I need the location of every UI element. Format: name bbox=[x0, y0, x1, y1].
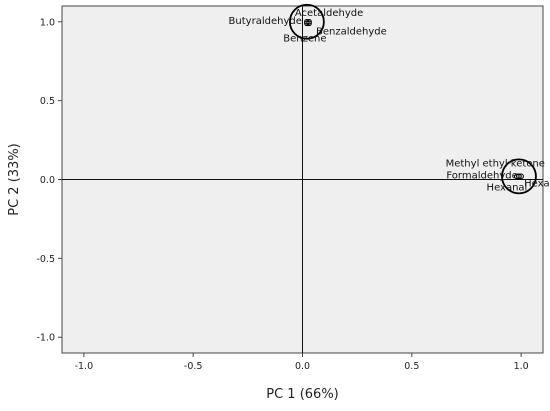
y-tick-label: -0.5 bbox=[36, 254, 55, 265]
x-tick-label: 0.5 bbox=[404, 361, 419, 372]
cluster-circle bbox=[501, 158, 537, 195]
data-points bbox=[304, 18, 524, 180]
point-label: Benzaldehyde bbox=[316, 26, 387, 37]
point-label: Butyraldehyde bbox=[229, 16, 302, 27]
point-label: Benzene bbox=[283, 33, 326, 44]
y-tick-label: 0.5 bbox=[40, 96, 55, 107]
point-label: Hexanal bbox=[487, 182, 528, 193]
data-point bbox=[518, 173, 524, 180]
data-point bbox=[516, 173, 522, 180]
x-tick-label: 0.0 bbox=[295, 361, 310, 372]
data-point bbox=[304, 20, 310, 27]
point-label: Hexane bbox=[524, 178, 550, 189]
x-axis-ticks: -1.0 -0.5 0.0 0.5 1.0 bbox=[75, 353, 529, 372]
data-point bbox=[306, 20, 312, 27]
x-tick-label: 1.0 bbox=[514, 361, 529, 372]
cluster-circles bbox=[288, 3, 537, 195]
cluster-circle bbox=[288, 3, 325, 40]
y-axis-ticks: 1.0 0.5 0.0 -0.5 -1.0 bbox=[36, 17, 62, 344]
point-label: Acetaldehyde bbox=[295, 8, 363, 19]
y-tick-label: 1.0 bbox=[40, 17, 55, 28]
x-axis-title: PC 1 (66%) bbox=[266, 387, 339, 402]
x-tick-label: -1.0 bbox=[75, 361, 94, 372]
reference-lines bbox=[62, 6, 543, 353]
point-label: Formaldehyde bbox=[446, 170, 517, 181]
x-tick-label: -0.5 bbox=[184, 361, 203, 372]
point-label: Methyl ethyl ketone bbox=[446, 158, 545, 169]
y-tick-label: -1.0 bbox=[36, 333, 55, 344]
y-axis-title: PC 2 (33%) bbox=[7, 143, 22, 216]
y-tick-label: 0.0 bbox=[40, 175, 55, 186]
